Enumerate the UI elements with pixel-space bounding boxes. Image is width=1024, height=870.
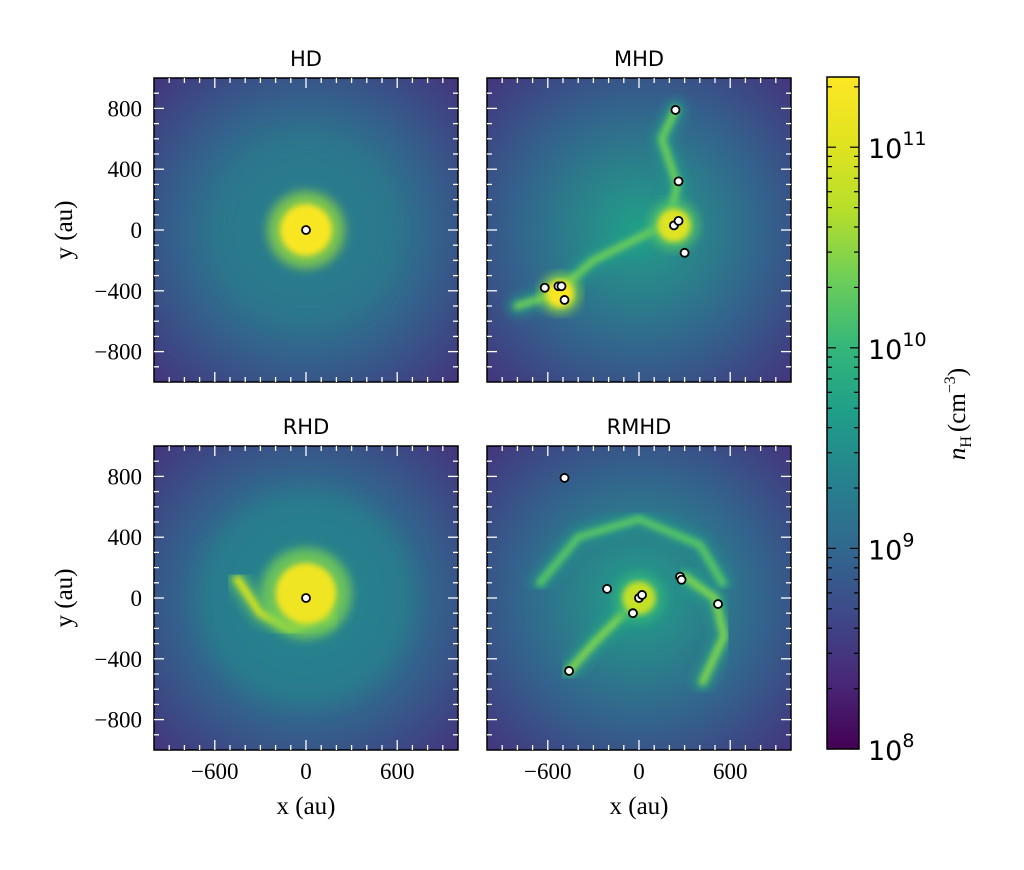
y-tick-label: −400 [95,647,142,672]
x-axis-label-left: x (au) [277,793,336,820]
sink-particle [670,105,681,115]
density-map [487,78,791,382]
sink-particle [673,176,684,187]
x-tick-label: −600 [524,759,571,784]
colorbar-tick-label: 1010 [868,329,927,366]
sink-particle [673,215,684,226]
sink-particle [559,295,570,305]
sink-particle [676,574,687,585]
cbar-label-main: n [944,448,971,461]
colorbar-tick-label: 108 [868,730,914,767]
panel-ticks [154,78,458,382]
panel-mhd: MHD [486,47,792,383]
y-axis-label-top: y (au) [51,201,78,260]
sink-particle [628,608,638,619]
sink-particle [679,247,690,258]
colorbar-tick-label: 1011 [868,128,927,165]
panel-title: RHD [283,415,330,439]
panel-rhd: RHD −800 −400 0 400 800 −600 0 600 [95,415,459,784]
x-axis-label-right: x (au) [610,793,669,820]
panel-ticks [487,78,791,382]
colorbar-gradient [826,76,860,750]
y-tick-label: 400 [108,525,143,550]
y-tick-label: 0 [131,586,143,611]
sink-particle [301,593,311,603]
y-tick-label: −800 [95,340,142,365]
cbar-label-exp: −3 [942,376,959,393]
y-tick-label: −400 [95,279,142,304]
sink-particle [602,583,612,594]
x-tick-label: 0 [300,759,312,784]
sink-particle [559,473,570,483]
panel-title: HD [290,47,322,71]
x-tick-label: 0 [633,759,645,784]
sink-particle [301,225,311,235]
y-tick-label: 800 [108,464,143,489]
sink-particle [556,281,567,292]
y-tick-label: −800 [95,708,142,733]
colorbar-label: nH (cm−3) [942,368,975,460]
y-tick-label: 800 [108,96,143,121]
colorbar-ticks: 108 109 1010 1011 [827,86,927,767]
sink-particle [637,590,647,600]
cbar-label-close: ) [944,368,971,376]
panel-hd: HD −800 −400 0 400 800 [95,47,459,383]
panel-title: RMHD [607,415,672,439]
svg-text:nH(cm−3): nH (cm−3) [942,368,975,460]
sink-particle [564,666,574,676]
density-arm [536,515,727,587]
colorbar: 108 109 1010 1011 nH (cm−3) [826,76,975,767]
density-arm [680,572,729,686]
panel-title: MHD [614,47,664,71]
x-tick-label: −600 [191,759,238,784]
x-tick-label: 600 [380,759,415,784]
panels: HD −800 −400 0 400 800 MHD RHD −800 −400 0 400 800 −6… [95,47,792,784]
cbar-label-sub: H [958,436,975,448]
x-tick-label: 600 [713,759,748,784]
panel-rmhd: RMHD −600 0 600 [486,415,792,784]
panel-ticks [154,446,458,750]
colorbar-tick-label: 109 [868,529,914,566]
cbar-label-unit: (cm [944,393,971,432]
y-tick-label: 400 [108,157,143,182]
sink-particle [713,599,723,609]
sink-particle [539,282,550,293]
panel-ticks [487,446,791,750]
y-axis-label-bottom: y (au) [51,569,78,628]
y-tick-label: 0 [131,218,143,243]
